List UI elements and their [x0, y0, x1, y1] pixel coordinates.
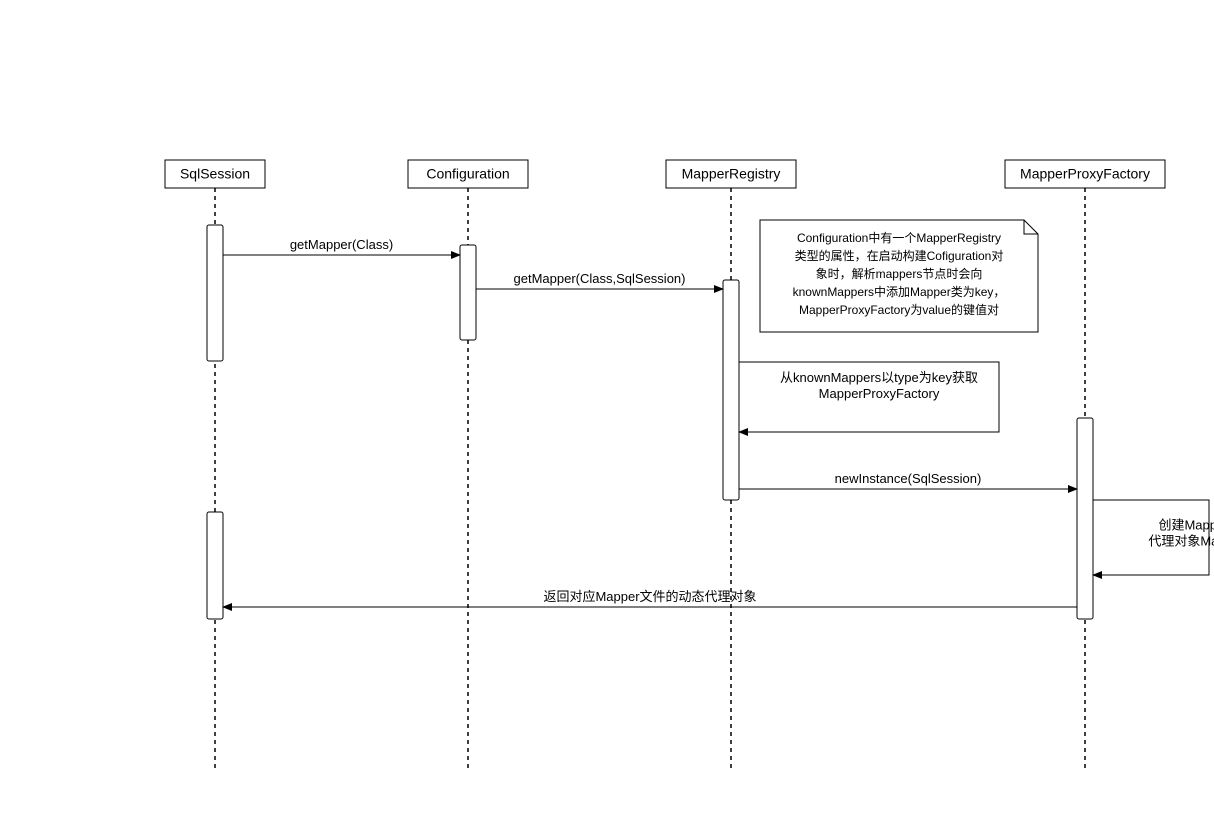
note-text: 类型的属性，在启动构建Cofiguration对	[795, 248, 1004, 263]
participant-label: Configuration	[426, 166, 509, 182]
participant-label: MapperRegistry	[682, 166, 781, 182]
message-label: newInstance(SqlSession)	[835, 471, 982, 486]
message-label: 返回对应Mapper文件的动态代理对象	[543, 589, 756, 604]
message-label: 从knownMappers以type为key获取	[780, 370, 978, 385]
message-label: getMapper(Class)	[290, 237, 393, 252]
activation-bar	[460, 245, 476, 340]
note-text: 象时，解析mappers节点时会向	[816, 266, 983, 281]
note-text: knownMappers中添加Mapper类为key，	[793, 284, 1006, 299]
note-text: MapperProxyFactory为value的键值对	[799, 302, 999, 317]
message-label: getMapper(Class,SqlSession)	[514, 271, 686, 286]
activation-bar	[207, 512, 223, 619]
activation-bar	[1077, 418, 1093, 619]
activation-bar	[723, 280, 739, 500]
participant-label: MapperProxyFactory	[1020, 166, 1150, 182]
note-text: Configuration中有一个MapperRegistry	[797, 230, 1001, 245]
message-label: 创建Mapper的动态	[1158, 518, 1214, 533]
participant-label: SqlSession	[180, 166, 250, 182]
message-label: 代理对象MapperProxy	[1148, 534, 1214, 549]
activation-bar	[207, 225, 223, 361]
message-label: MapperProxyFactory	[819, 386, 940, 401]
